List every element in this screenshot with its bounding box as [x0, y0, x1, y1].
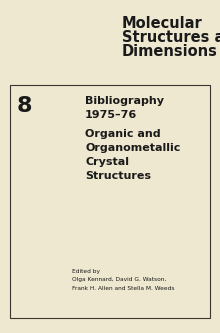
Text: Organic and: Organic and — [85, 129, 161, 139]
Text: 1975–76: 1975–76 — [85, 110, 137, 120]
Text: Bibliography: Bibliography — [85, 96, 164, 106]
Text: Frank H. Allen and Stella M. Weeds: Frank H. Allen and Stella M. Weeds — [72, 286, 174, 291]
Text: Molecular: Molecular — [122, 16, 203, 31]
Text: 8: 8 — [16, 96, 32, 116]
Text: Olga Kennard, David G. Watson,: Olga Kennard, David G. Watson, — [72, 277, 166, 282]
Text: Organometallic: Organometallic — [85, 143, 180, 153]
FancyBboxPatch shape — [10, 85, 210, 318]
Text: Structures and: Structures and — [122, 30, 220, 45]
Text: Structures: Structures — [85, 171, 151, 181]
Text: Dimensions: Dimensions — [122, 44, 218, 59]
Text: Crystal: Crystal — [85, 157, 129, 167]
Text: Edited by: Edited by — [72, 268, 100, 273]
